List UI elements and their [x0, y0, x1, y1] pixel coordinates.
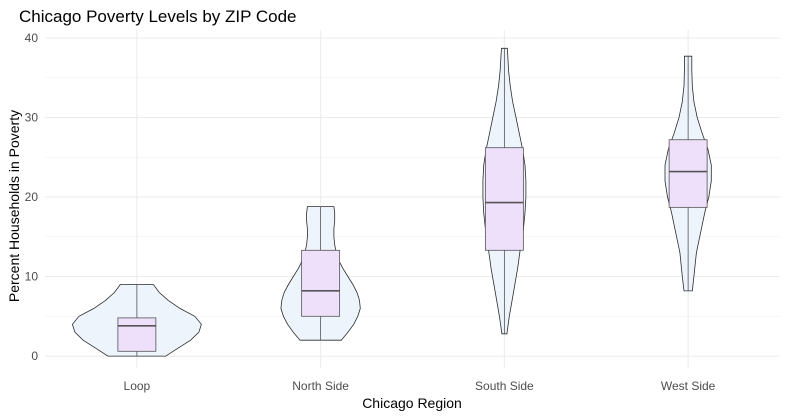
- x-axis-title: Chicago Region: [362, 395, 462, 411]
- y-tick-label: 40: [25, 31, 39, 45]
- box-loop: [117, 317, 157, 352]
- y-tick-label: 0: [31, 349, 38, 363]
- x-tick-label: Loop: [124, 379, 151, 393]
- violins: [71, 47, 712, 357]
- y-axis-title: Percent Households in Poverty: [6, 110, 22, 302]
- chart-title: Chicago Poverty Levels by ZIP Code: [19, 7, 297, 26]
- y-axis-ticks: 0 10 20 30 40: [25, 31, 39, 363]
- y-tick-label: 30: [25, 110, 39, 124]
- y-tick-label: 20: [25, 190, 39, 204]
- box-north-side: [301, 249, 341, 317]
- y-tick-label: 10: [25, 270, 39, 284]
- x-tick-label: West Side: [661, 379, 716, 393]
- x-tick-label: North Side: [292, 379, 349, 393]
- box-west-side: [668, 139, 708, 208]
- x-axis-ticks: Loop North Side South Side West Side: [124, 379, 716, 393]
- box-south-side: [484, 147, 524, 251]
- x-tick-label: South Side: [475, 379, 534, 393]
